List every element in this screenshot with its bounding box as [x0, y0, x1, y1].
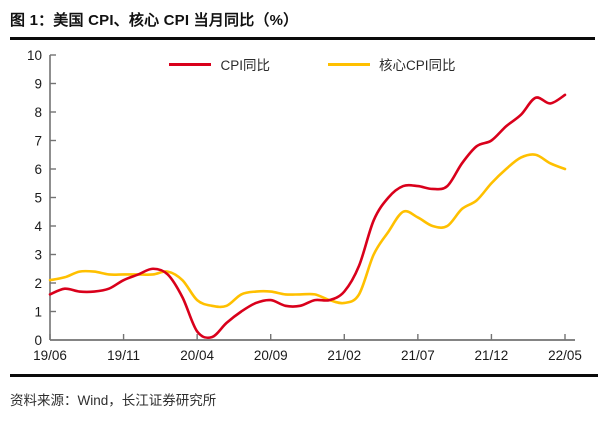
source-note: 资料来源：Wind，长江证券研究所: [10, 393, 217, 408]
legend-item-cpi: CPI同比: [169, 54, 270, 74]
y-tick-label: 2: [34, 276, 42, 291]
y-tick-label: 10: [27, 48, 42, 63]
x-tick-label: 19/06: [33, 348, 67, 363]
line-chart: 0 1 2 3 4 5 6 7 8 9 10 19/06 19/11 20/04 20/09 21/02 21/…: [27, 48, 582, 363]
y-tick-label: 1: [34, 304, 42, 319]
x-tick-label: 21/12: [475, 348, 509, 363]
y-tick-label: 5: [34, 190, 42, 205]
y-tick-label: 9: [34, 76, 42, 91]
y-tick-label: 7: [34, 133, 42, 148]
legend-item-core-cpi: 核心CPI同比: [328, 54, 456, 74]
y-tick-label: 8: [34, 105, 42, 120]
series-path-核心CPI同比: [48, 153, 567, 309]
y-tick-label: 4: [34, 219, 42, 234]
x-tick-label: 20/09: [254, 348, 288, 363]
y-tick-label: 3: [34, 247, 42, 262]
x-tick-label: 20/04: [180, 348, 214, 363]
x-tick-label: 21/07: [401, 348, 435, 363]
chart-legend: CPI同比 核心CPI同比: [50, 54, 575, 74]
figure-title: 图 1：美国 CPI、核心 CPI 当月同比（%）: [10, 12, 299, 29]
x-tick-label: 19/11: [107, 348, 140, 363]
footer-divider: [10, 374, 598, 377]
y-tick-label: 0: [34, 333, 42, 348]
legend-label-cpi: CPI同比: [220, 58, 270, 73]
legend-swatch-core-cpi-icon: [328, 62, 370, 66]
x-tick-label: 22/05: [548, 348, 582, 363]
legend-swatch-cpi-icon: [169, 62, 212, 66]
legend-label-core-cpi: 核心CPI同比: [379, 58, 456, 73]
series-path-CPI同比: [48, 93, 567, 340]
title-divider: [10, 37, 595, 40]
y-tick-label: 6: [34, 162, 42, 177]
x-tick-label: 21/02: [327, 348, 361, 363]
